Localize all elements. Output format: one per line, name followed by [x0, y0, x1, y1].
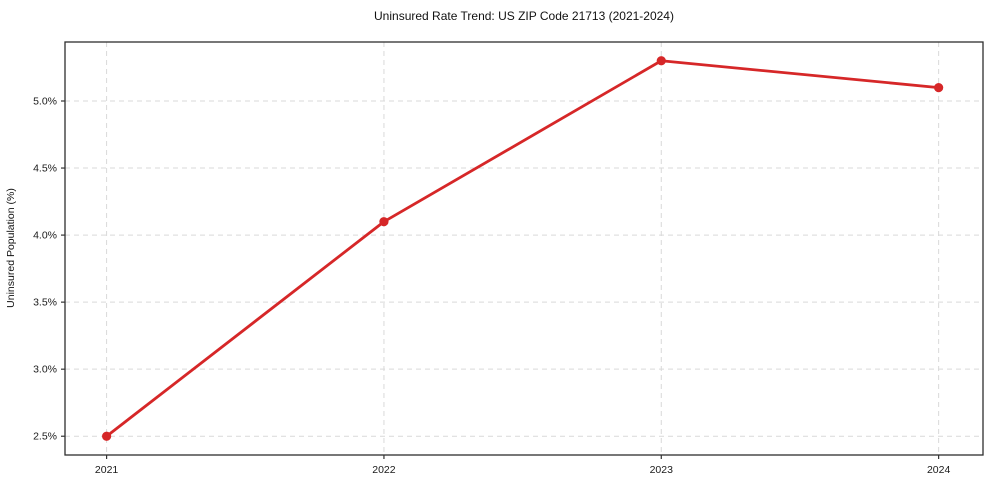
data-point	[656, 56, 666, 66]
y-tick-label: 4.0%	[33, 230, 57, 242]
y-tick-label: 3.5%	[33, 297, 57, 309]
trend-line	[105, 59, 941, 438]
x-tick-label: 2024	[927, 464, 951, 476]
y-tick-label: 4.5%	[33, 163, 57, 175]
y-tick-label: 5.0%	[33, 96, 57, 108]
x-tick-label: 2022	[372, 464, 396, 476]
grid-layer	[65, 42, 983, 455]
y-tick-label: 3.0%	[33, 364, 57, 376]
chart-title: Uninsured Rate Trend: US ZIP Code 21713 …	[374, 9, 674, 23]
axes-frame	[64, 41, 984, 456]
axis-layer: 2.5% 3.0% 3.5% 4.0% 4.5% 5.0% 2021 2022 2023 2024	[33, 41, 984, 476]
x-tick-label: 2023	[650, 464, 674, 476]
y-tick-label: 2.5%	[33, 431, 57, 443]
x-tick-label: 2021	[95, 464, 119, 476]
series-layer	[102, 56, 944, 441]
data-point	[102, 431, 112, 441]
y-axis-label: Uninsured Population (%)	[5, 188, 17, 308]
data-point	[934, 82, 944, 93]
data-point	[379, 217, 389, 227]
